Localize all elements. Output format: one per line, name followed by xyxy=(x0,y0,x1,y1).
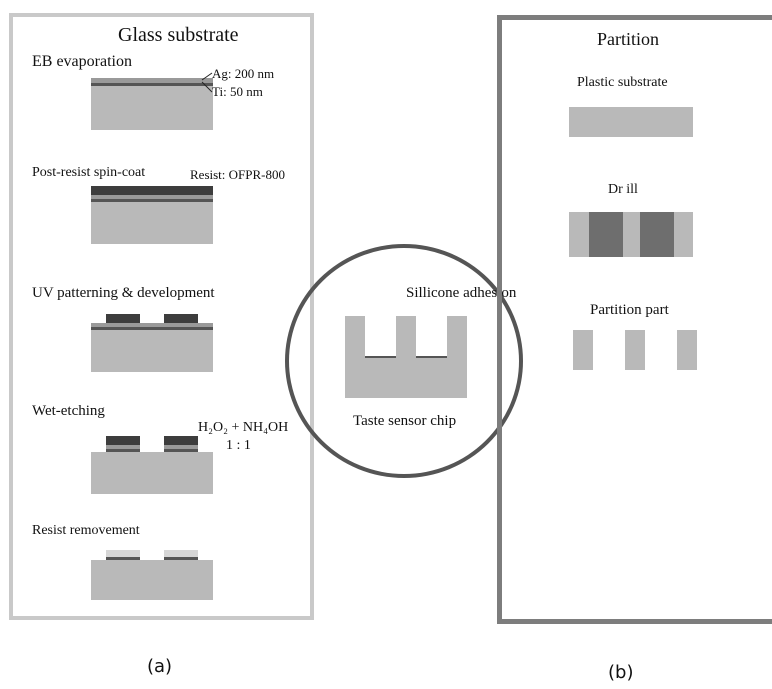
resist-pattern-right xyxy=(164,314,198,323)
resist-pattern-right xyxy=(164,436,198,445)
panel-a-title: Glass substrate xyxy=(118,24,239,46)
ag-layer xyxy=(91,323,213,327)
drill-hole-right xyxy=(640,212,674,257)
glass-substrate xyxy=(91,560,213,600)
ag-pattern-left xyxy=(106,445,140,449)
electrode-left xyxy=(106,550,140,557)
step-eb-evaporation-label: EB evaporation xyxy=(32,53,132,70)
partition-wall-right xyxy=(447,316,467,358)
step-spin-coat-label: Post-resist spin-coat xyxy=(32,165,146,180)
uv-patterning-stack xyxy=(91,314,213,372)
ag-annotation: Ag: 200 nm xyxy=(212,66,275,81)
step-resist-removement-label: Resist removement xyxy=(32,523,140,538)
ag-layer xyxy=(91,78,213,83)
ag-layer xyxy=(91,195,213,199)
annotation-leader-lines xyxy=(201,72,213,93)
ti-pattern-left xyxy=(106,449,140,452)
ag-pattern-right xyxy=(164,445,198,449)
resist-pattern-left xyxy=(106,314,140,323)
ti-annotation: Ti: 50 nm xyxy=(212,84,263,99)
resist-removement-stack xyxy=(91,550,213,600)
spin-coat-stack xyxy=(91,186,213,244)
ti-layer xyxy=(91,83,213,86)
wet-etching-stack xyxy=(91,436,213,494)
silicone-adhesion-label: Sillicone adhesion xyxy=(406,285,517,301)
glass-substrate xyxy=(91,86,213,130)
ti-layer xyxy=(91,199,213,202)
plastic-substrate-label: Plastic substrate xyxy=(577,75,668,90)
etchant-annotation: H₂O₂ + NH₄OH xyxy=(198,420,289,435)
electrode-left xyxy=(365,356,396,359)
partition-part-label: Partition part xyxy=(590,302,669,318)
plastic-substrate-block xyxy=(569,107,693,137)
caption-b: (b) xyxy=(608,662,634,683)
panel-b-title: Partition xyxy=(597,29,659,49)
ratio-annotation: 1 : 1 xyxy=(226,438,251,453)
electrode-right xyxy=(416,356,447,359)
partition-wall-left xyxy=(345,316,365,358)
partition-piece-left xyxy=(573,330,593,370)
taste-sensor-chip-diagram xyxy=(345,316,467,398)
chip-substrate xyxy=(345,358,467,398)
caption-a: (a) xyxy=(147,656,173,677)
panel-b-frame xyxy=(497,15,772,624)
glass-substrate xyxy=(91,330,213,372)
step-wet-etching-label: Wet-etching xyxy=(32,403,105,419)
glass-substrate xyxy=(91,452,213,494)
electrode-right xyxy=(164,550,198,557)
drill-hole-left xyxy=(589,212,623,257)
resist-annotation: Resist: OFPR-800 xyxy=(190,167,285,182)
partition-wall-middle xyxy=(396,316,416,358)
ti-pattern-right xyxy=(164,449,198,452)
ti-pattern-left xyxy=(106,557,140,560)
assembly-circle xyxy=(285,244,523,478)
ti-pattern-right xyxy=(164,557,198,560)
partition-piece-middle xyxy=(625,330,645,370)
ti-layer xyxy=(91,327,213,330)
resist-layer xyxy=(91,186,213,195)
plastic-substrate-block xyxy=(569,212,693,257)
step-uv-patterning-label: UV patterning & development xyxy=(32,285,215,301)
partition-piece-right xyxy=(677,330,697,370)
taste-sensor-chip-label: Taste sensor chip xyxy=(353,413,457,429)
drill-label: Dr ill xyxy=(608,182,638,197)
drilled-substrate xyxy=(569,212,693,257)
glass-substrate xyxy=(91,202,213,244)
resist-pattern-left xyxy=(106,436,140,445)
eb-evaporation-stack xyxy=(91,78,213,130)
